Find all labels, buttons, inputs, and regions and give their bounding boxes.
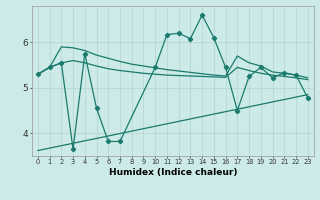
X-axis label: Humidex (Indice chaleur): Humidex (Indice chaleur) (108, 168, 237, 177)
